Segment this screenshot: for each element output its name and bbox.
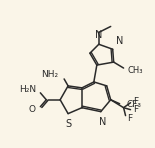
Text: CH₃: CH₃ [128, 66, 143, 75]
Text: F: F [133, 105, 139, 114]
Text: S: S [65, 119, 71, 129]
Text: F: F [133, 97, 139, 106]
Text: CF₃: CF₃ [126, 100, 142, 109]
Text: N: N [95, 30, 102, 40]
Text: F: F [128, 114, 133, 123]
Text: NH₂: NH₂ [41, 70, 58, 79]
Text: H₂N: H₂N [19, 85, 36, 94]
Text: N: N [99, 117, 106, 127]
Text: N: N [116, 36, 123, 46]
Text: O: O [28, 105, 35, 114]
